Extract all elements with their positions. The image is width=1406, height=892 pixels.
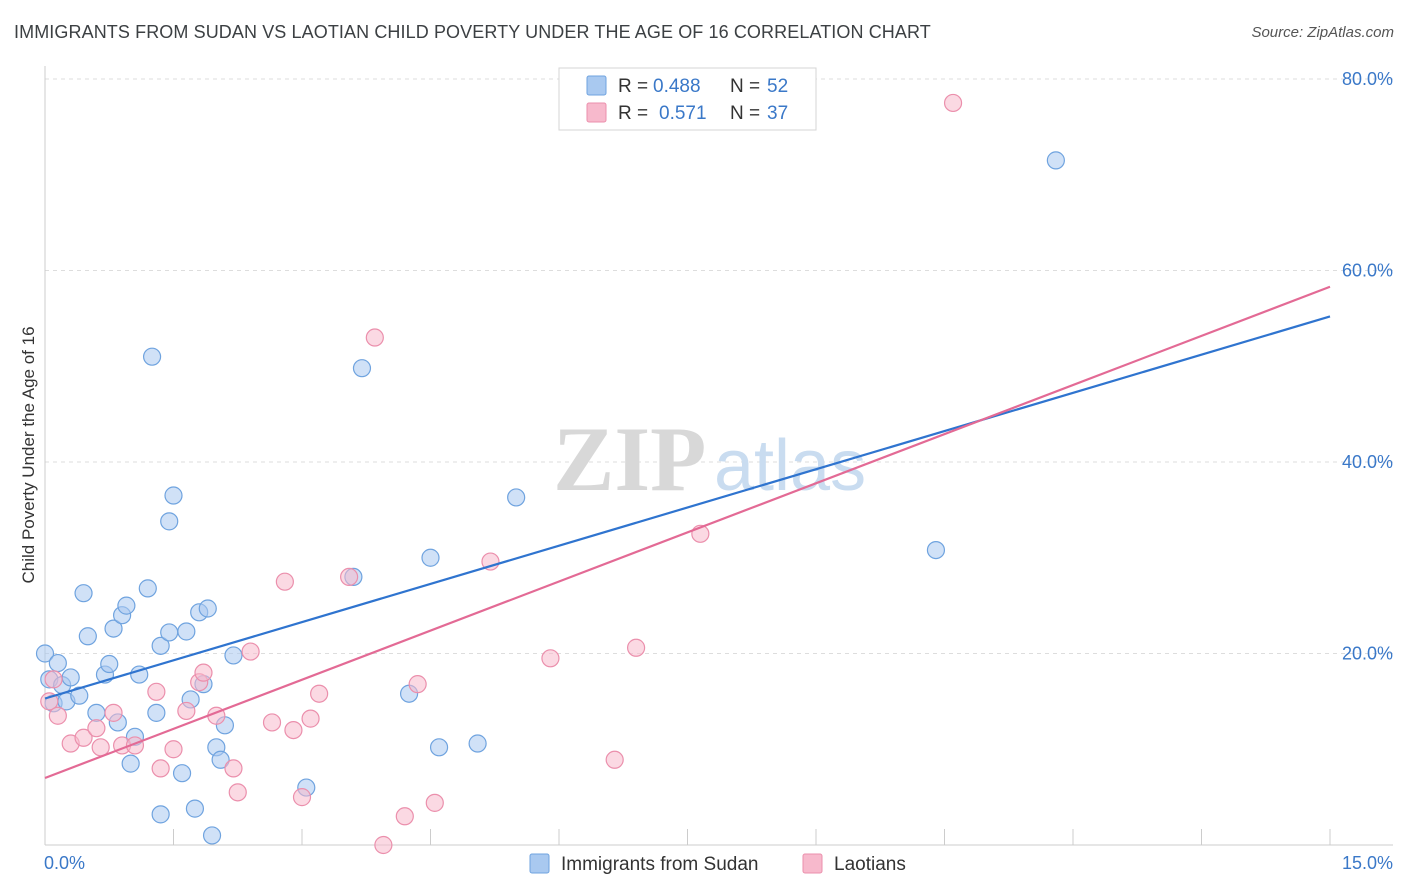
watermark: ZIP atlas bbox=[553, 408, 866, 510]
point-sudan bbox=[429, 738, 449, 757]
point-sudan bbox=[211, 750, 230, 769]
y-tick-label: 80.0% bbox=[1342, 69, 1393, 89]
axes bbox=[44, 66, 1393, 846]
series-legend: Immigrants from Sudan Laotians bbox=[529, 853, 906, 875]
source-label: Source: ZipAtlas.com bbox=[1251, 24, 1394, 41]
point-laotians bbox=[310, 684, 329, 703]
legend-n-label: N = bbox=[730, 76, 760, 97]
point-laotians bbox=[224, 759, 243, 778]
point-laotians bbox=[374, 835, 393, 855]
point-sudan bbox=[421, 548, 440, 567]
point-sudan bbox=[61, 668, 80, 687]
point-laotians bbox=[40, 692, 59, 711]
point-sudan bbox=[185, 799, 205, 818]
point-laotians bbox=[340, 567, 359, 587]
y-tick-label: 20.0% bbox=[1342, 644, 1393, 664]
point-sudan bbox=[87, 703, 106, 722]
point-laotians bbox=[275, 572, 294, 591]
point-sudan bbox=[224, 646, 243, 665]
watermark-zip: ZIP bbox=[553, 408, 706, 510]
point-sudan bbox=[151, 805, 170, 824]
point-sudan bbox=[151, 636, 170, 655]
point-sudan bbox=[172, 764, 192, 783]
point-laotians bbox=[44, 670, 63, 689]
point-laotians bbox=[228, 783, 247, 802]
tick-labels: 20.0% 40.0% 60.0% 80.0% 0.0% 15.0% bbox=[44, 69, 1393, 873]
point-laotians bbox=[87, 719, 106, 738]
bottom-legend-laotians: Laotians bbox=[834, 854, 906, 875]
trend-line-laotians bbox=[44, 285, 1331, 780]
data-points bbox=[35, 93, 1065, 855]
legend-n-value: 37 bbox=[767, 103, 788, 124]
legend-r-value: 0.571 bbox=[659, 103, 707, 124]
trend-line-sudan bbox=[44, 315, 1331, 700]
point-laotians bbox=[365, 328, 384, 347]
point-sudan bbox=[48, 653, 67, 673]
y-tick-label: 40.0% bbox=[1342, 452, 1393, 472]
point-sudan bbox=[121, 754, 140, 773]
point-sudan bbox=[177, 622, 196, 641]
legend-swatch-sudan bbox=[586, 75, 607, 96]
point-laotians bbox=[151, 759, 170, 778]
point-laotians bbox=[241, 642, 260, 661]
point-sudan bbox=[164, 486, 183, 505]
point-laotians bbox=[626, 638, 646, 657]
point-laotians bbox=[943, 93, 963, 113]
point-laotians bbox=[164, 740, 183, 759]
legend-swatch-laotians bbox=[586, 102, 607, 123]
point-sudan bbox=[100, 654, 119, 674]
point-laotians bbox=[194, 663, 213, 682]
point-sudan bbox=[138, 579, 157, 598]
x-tick-label: 15.0% bbox=[1342, 853, 1393, 873]
point-laotians bbox=[104, 703, 123, 722]
point-sudan bbox=[507, 488, 526, 507]
x-tick-label: 0.0% bbox=[44, 853, 85, 873]
point-sudan bbox=[142, 347, 162, 366]
point-laotians bbox=[425, 793, 444, 812]
point-laotians bbox=[177, 701, 196, 721]
legend-r-label: R = bbox=[618, 103, 648, 124]
point-sudan bbox=[1046, 151, 1065, 170]
point-laotians bbox=[395, 807, 414, 826]
point-sudan bbox=[117, 596, 136, 615]
point-laotians bbox=[605, 750, 624, 769]
trend-lines bbox=[44, 285, 1331, 780]
point-sudan bbox=[78, 627, 97, 646]
y-tick-label: 60.0% bbox=[1342, 261, 1393, 281]
point-sudan bbox=[468, 734, 487, 753]
legend-r-value: 0.488 bbox=[653, 76, 701, 97]
point-laotians bbox=[408, 675, 427, 694]
point-laotians bbox=[147, 682, 166, 701]
legend-n-label: N = bbox=[730, 103, 760, 124]
point-sudan bbox=[35, 644, 55, 663]
chart-title: IMMIGRANTS FROM SUDAN VS LAOTIAN CHILD P… bbox=[14, 22, 931, 42]
point-sudan bbox=[202, 826, 222, 845]
bottom-legend-swatch-laotians bbox=[802, 853, 823, 874]
point-sudan bbox=[926, 540, 946, 560]
point-sudan bbox=[70, 686, 89, 705]
point-laotians bbox=[292, 788, 312, 807]
point-sudan bbox=[160, 512, 179, 531]
bottom-legend-swatch-sudan bbox=[529, 853, 550, 874]
point-laotians bbox=[262, 713, 282, 732]
legend-n-value: 52 bbox=[767, 76, 788, 97]
y-axis-label: Child Poverty Under the Age of 16 bbox=[19, 326, 38, 583]
point-sudan bbox=[74, 584, 93, 603]
point-laotians bbox=[284, 720, 303, 740]
point-sudan bbox=[160, 623, 179, 642]
point-sudan bbox=[147, 703, 166, 722]
bottom-legend-sudan: Immigrants from Sudan bbox=[561, 854, 758, 875]
point-laotians bbox=[48, 706, 67, 725]
point-laotians bbox=[74, 728, 93, 747]
point-sudan bbox=[104, 619, 123, 638]
legend-r-label: R = bbox=[618, 76, 648, 97]
gridlines bbox=[45, 78, 1393, 654]
point-sudan bbox=[198, 599, 217, 618]
point-laotians bbox=[541, 649, 560, 668]
correlation-legend: R = 0.488 N = 52 R = 0.571 N = 37 bbox=[558, 67, 817, 131]
point-laotians bbox=[301, 709, 320, 728]
point-sudan bbox=[352, 359, 372, 378]
